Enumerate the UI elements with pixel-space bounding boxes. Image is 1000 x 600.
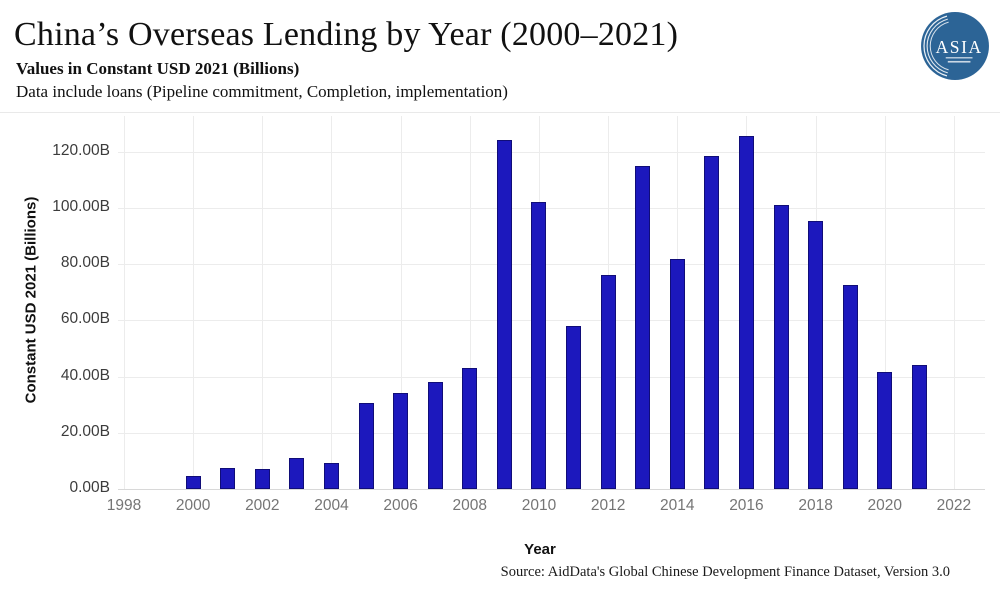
gridline-h-120 (118, 151, 985, 153)
x-tick-2016: 2016 (729, 497, 764, 514)
gridline-h-60 (118, 320, 985, 322)
asia-logo: ASIA (920, 11, 990, 81)
bar-2010 (531, 202, 547, 489)
x-axis-title: Year (524, 541, 556, 558)
bar-2004 (323, 462, 339, 489)
gridline-v-2006 (400, 116, 402, 489)
gridline-h-80 (118, 264, 985, 266)
bar-2015 (704, 155, 720, 489)
y-tick-100: 100.00B (52, 198, 110, 215)
logo-circle (921, 12, 989, 80)
bar-2009 (496, 140, 512, 489)
bar-2002 (254, 469, 270, 489)
y-tick-60: 60.00B (60, 310, 110, 328)
bar-2017 (773, 204, 789, 489)
bar-2019 (842, 285, 858, 489)
gridline-h-20 (118, 432, 985, 434)
bar-2003 (289, 458, 305, 489)
bar-2011 (566, 326, 582, 489)
y-tick-80: 80.00B (60, 254, 110, 272)
y-tick-120: 120.00B (52, 141, 110, 159)
gridline-h-100 (118, 208, 985, 209)
x-tick-2002: 2002 (245, 497, 280, 514)
bar-2021 (911, 364, 927, 489)
chart-subtitle: Values in Constant USD 2021 (Billions) (16, 59, 300, 78)
bar-2001 (220, 468, 236, 489)
bar-2007 (427, 382, 443, 489)
gridline-v-2000 (193, 116, 195, 489)
gridline-v-2002 (262, 116, 264, 489)
logo-arc-middle (926, 18, 948, 74)
x-axis-line (118, 489, 985, 490)
x-tick-2012: 2012 (590, 497, 626, 514)
bar-2018 (808, 221, 824, 489)
bar-2000 (185, 475, 201, 489)
header-divider (0, 112, 1000, 113)
chart-description: Data include loans (Pipeline commitment,… (16, 82, 508, 101)
x-tick-2022: 2022 (936, 497, 972, 514)
bar-2016 (738, 136, 754, 489)
chart-title: China’s Overseas Lending by Year (2000–2… (14, 16, 679, 53)
bar-2008 (462, 368, 478, 489)
source-text: Source: AidData's Global Chinese Develop… (500, 564, 950, 580)
x-tick-2014: 2014 (660, 497, 695, 514)
bar-2013 (635, 165, 651, 489)
plot-area (118, 114, 985, 490)
x-tick-2000: 2000 (175, 497, 211, 514)
x-tick-2010: 2010 (521, 497, 557, 514)
bar-2005 (358, 403, 374, 489)
gridline-v-2022 (953, 116, 955, 489)
x-tick-2008: 2008 (452, 497, 488, 514)
y-axis-title: Constant USD 2021 (Billions) (22, 196, 40, 404)
bar-2014 (669, 258, 685, 489)
logo-arc-inner (929, 21, 949, 71)
asia-logo-graphic: ASIA (921, 12, 989, 80)
gridline-h-40 (118, 376, 985, 378)
logo-text: ASIA (936, 37, 983, 57)
x-tick-1998: 1998 (106, 497, 142, 514)
logo-arc-outer (923, 15, 948, 77)
y-tick-40: 40.00B (60, 366, 110, 384)
x-tick-2004: 2004 (314, 497, 349, 514)
bar-2012 (600, 274, 616, 489)
bar-2006 (393, 392, 409, 489)
bar-2020 (877, 371, 893, 489)
gridline-v-2008 (469, 116, 471, 489)
logo-underline (945, 57, 973, 59)
x-tick-2018: 2018 (798, 497, 833, 514)
gridline-v-1998 (124, 116, 125, 489)
gridline-v-2020 (884, 116, 886, 489)
x-tick-2006: 2006 (383, 497, 418, 514)
y-tick-0: 0.00B (69, 479, 110, 496)
logo-microtext-line (947, 60, 971, 63)
x-tick-2020: 2020 (867, 497, 902, 514)
y-tick-20: 20.00B (60, 422, 110, 440)
gridline-v-2004 (331, 116, 333, 489)
